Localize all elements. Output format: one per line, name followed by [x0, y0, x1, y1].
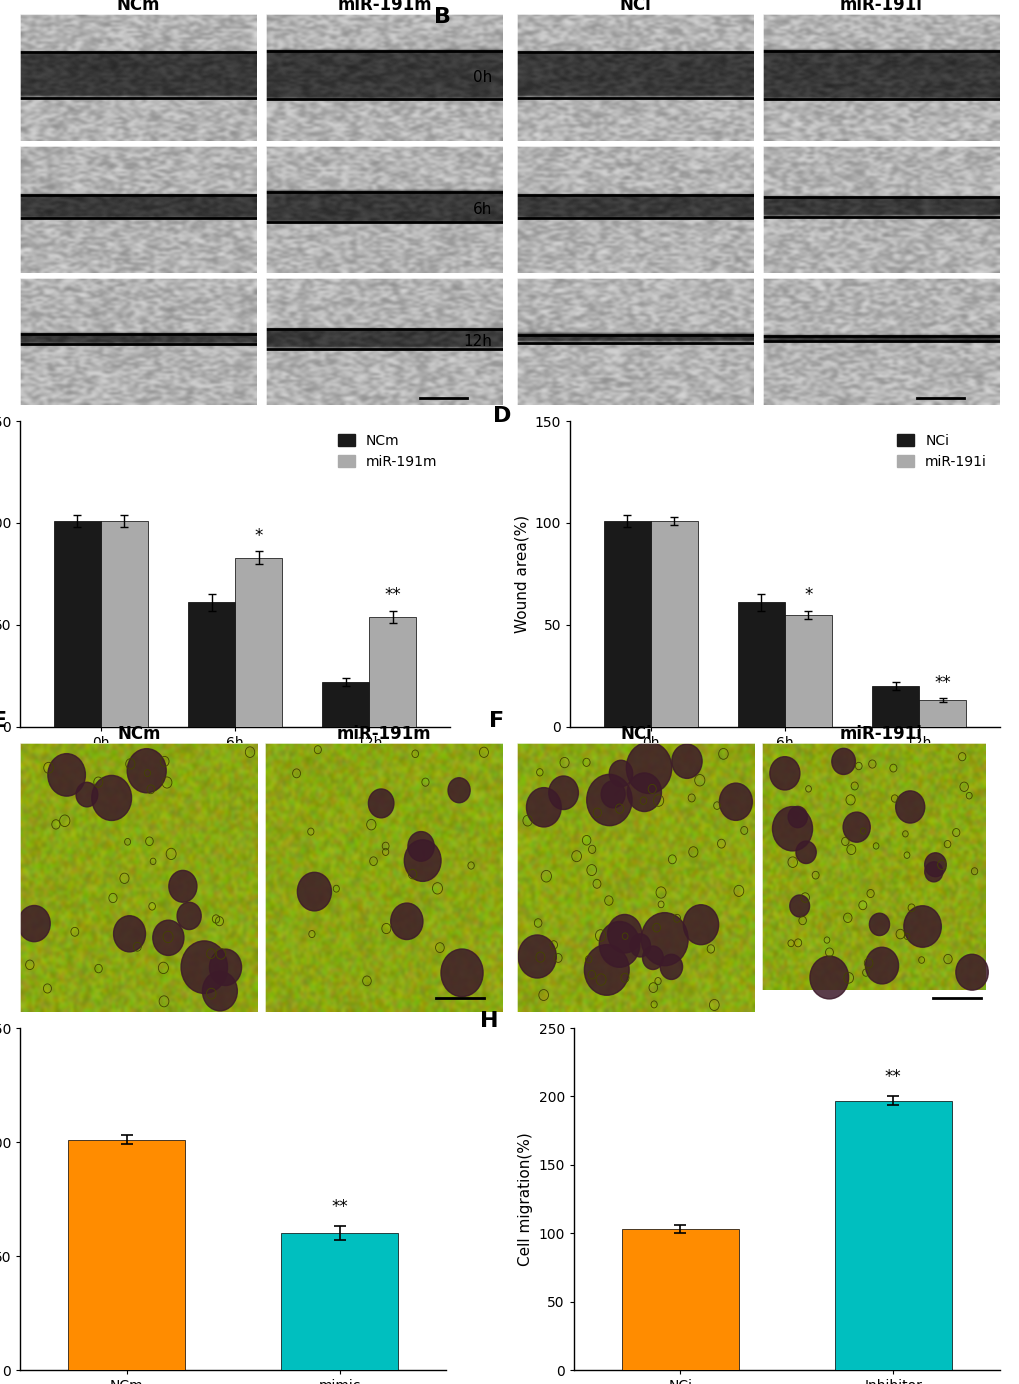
Circle shape	[830, 749, 855, 775]
Circle shape	[92, 775, 131, 821]
Circle shape	[795, 841, 815, 864]
Text: *: *	[803, 587, 812, 605]
Title: NCm: NCm	[117, 0, 160, 14]
Circle shape	[48, 754, 86, 796]
Title: miR-191m: miR-191m	[336, 725, 431, 743]
Y-axis label: 12h: 12h	[463, 334, 492, 349]
Title: NCi: NCi	[619, 0, 651, 14]
Circle shape	[408, 832, 434, 861]
Title: NCi: NCi	[620, 725, 651, 743]
Circle shape	[924, 853, 946, 876]
Circle shape	[924, 862, 942, 882]
Circle shape	[526, 787, 560, 828]
Circle shape	[298, 872, 331, 911]
Bar	[784, 614, 832, 727]
Circle shape	[368, 789, 393, 818]
Circle shape	[864, 947, 898, 984]
Circle shape	[788, 807, 806, 828]
Circle shape	[600, 781, 625, 808]
Circle shape	[404, 840, 440, 882]
Circle shape	[718, 783, 752, 821]
Bar	[101, 520, 148, 727]
Text: **: **	[384, 587, 400, 605]
Circle shape	[608, 760, 632, 786]
Circle shape	[659, 955, 682, 980]
Circle shape	[518, 936, 555, 978]
Bar	[737, 602, 784, 727]
Text: D: D	[492, 406, 511, 426]
Circle shape	[440, 949, 483, 996]
Y-axis label: 6h: 6h	[473, 202, 492, 217]
Circle shape	[955, 954, 987, 990]
Legend: NCi, miR-191i: NCi, miR-191i	[891, 428, 991, 475]
Circle shape	[672, 745, 701, 778]
Circle shape	[769, 757, 799, 790]
Circle shape	[627, 772, 660, 811]
Circle shape	[584, 944, 629, 995]
Circle shape	[169, 871, 197, 902]
Bar	[622, 1229, 738, 1370]
Bar	[281, 1233, 397, 1370]
Circle shape	[390, 902, 423, 940]
Circle shape	[630, 934, 650, 956]
Circle shape	[642, 947, 662, 970]
Text: **: **	[331, 1199, 347, 1217]
Circle shape	[447, 778, 470, 803]
Text: E: E	[0, 710, 7, 731]
Circle shape	[18, 905, 50, 941]
Bar	[834, 1100, 951, 1370]
Circle shape	[153, 920, 183, 955]
Circle shape	[809, 956, 848, 999]
Circle shape	[607, 915, 641, 954]
Title: NCm: NCm	[117, 725, 161, 743]
Title: miR-191i: miR-191i	[839, 725, 921, 743]
Bar	[369, 617, 416, 727]
Circle shape	[868, 913, 889, 936]
Bar	[871, 686, 918, 727]
Title: miR-191i: miR-191i	[839, 0, 922, 14]
Bar	[235, 558, 282, 727]
Circle shape	[202, 972, 237, 1010]
Text: F: F	[488, 710, 503, 731]
Bar	[322, 682, 369, 727]
Text: H: H	[480, 1010, 498, 1031]
Y-axis label: Cell migration(%): Cell migration(%)	[518, 1132, 532, 1266]
Y-axis label: Wound area(%): Wound area(%)	[514, 515, 529, 632]
Circle shape	[771, 807, 812, 851]
Circle shape	[789, 895, 809, 918]
Circle shape	[548, 776, 578, 810]
Circle shape	[181, 941, 227, 994]
Text: *: *	[254, 527, 263, 545]
Circle shape	[843, 812, 869, 843]
Bar	[603, 520, 650, 727]
Bar	[918, 700, 965, 727]
Bar	[54, 520, 101, 727]
Text: **: **	[883, 1068, 901, 1086]
Text: B: B	[434, 7, 451, 28]
Circle shape	[895, 790, 924, 823]
Circle shape	[903, 905, 941, 947]
Circle shape	[599, 922, 639, 967]
Circle shape	[683, 905, 718, 945]
Circle shape	[209, 949, 242, 985]
Circle shape	[177, 902, 201, 930]
Circle shape	[626, 742, 672, 793]
Circle shape	[76, 782, 98, 807]
Y-axis label: 0h: 0h	[473, 69, 492, 84]
Title: miR-191m: miR-191m	[337, 0, 431, 14]
Circle shape	[641, 912, 688, 966]
Bar	[68, 1140, 185, 1370]
Bar	[650, 520, 697, 727]
Circle shape	[127, 749, 166, 793]
Legend: NCm, miR-191m: NCm, miR-191m	[332, 428, 442, 475]
Text: **: **	[933, 674, 950, 692]
Bar	[187, 602, 235, 727]
Circle shape	[113, 916, 146, 952]
Circle shape	[586, 775, 632, 826]
